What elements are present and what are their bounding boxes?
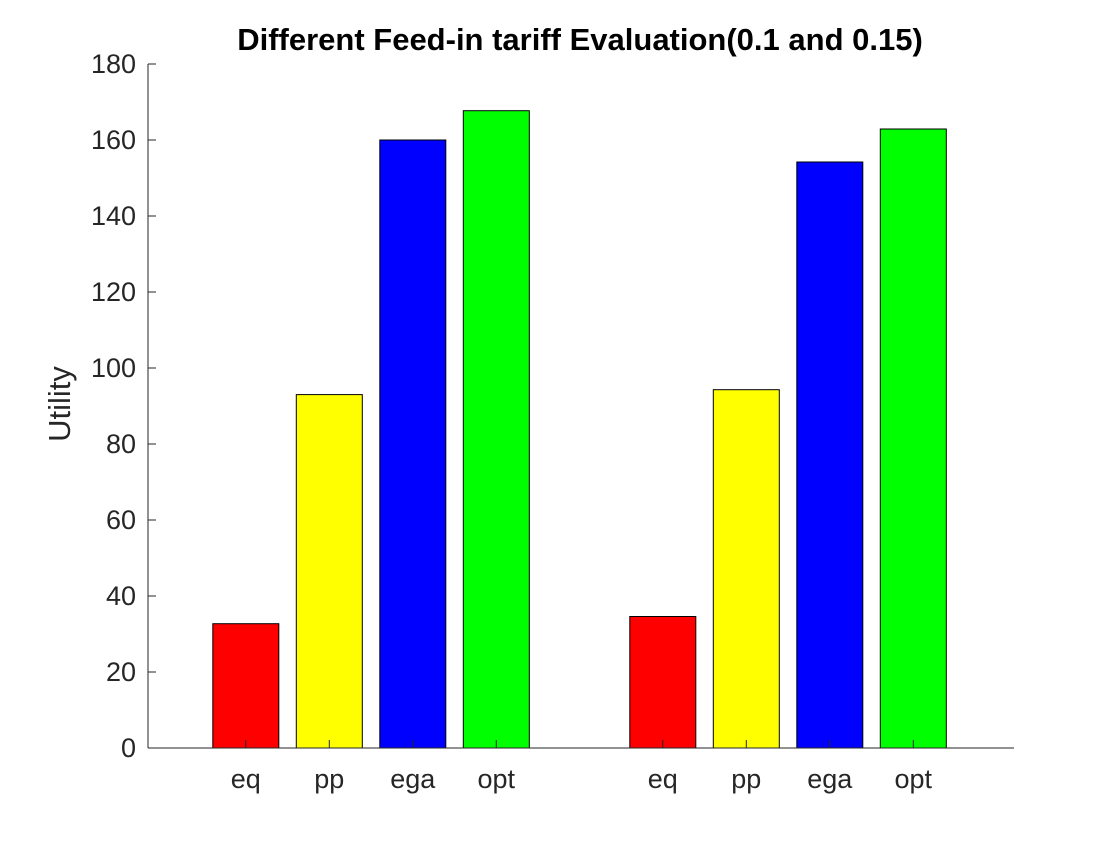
x-tick-label-opt-group-1: opt	[478, 764, 516, 794]
x-tick-label-ega-group-1: ega	[390, 764, 436, 794]
x-tick-label-eq-group-1: eq	[231, 764, 261, 794]
y-ticks-layer: 0 20 40 60 80 100 120 140 160 180	[91, 49, 136, 763]
x-tick-label-pp-group-2: pp	[731, 764, 761, 794]
x-tick-label-opt-group-2: opt	[895, 764, 933, 794]
axes-layer	[147, 63, 1014, 749]
y-tick-label-120: 120	[91, 277, 136, 307]
y-tick-label-160: 160	[91, 125, 136, 155]
x-ticks-layer: eq pp ega opt eq pp ega opt	[231, 764, 933, 794]
y-axis-label: Utility	[42, 366, 77, 442]
x-tick-label-eq-group-2: eq	[648, 764, 678, 794]
chart-title: Different Feed-in tariff Evaluation(0.1 …	[237, 22, 923, 57]
y-tick-label-140: 140	[91, 201, 136, 231]
bar-eq-group-1	[212, 623, 280, 749]
bar-ega-group-2	[796, 161, 864, 749]
bar-opt-group-2	[879, 128, 947, 749]
bar-opt-group-1	[462, 110, 530, 749]
y-tick-label-80: 80	[106, 429, 136, 459]
y-tick-label-100: 100	[91, 353, 136, 383]
y-tick-label-40: 40	[106, 581, 136, 611]
x-tick-label-pp-group-1: pp	[314, 764, 344, 794]
y-tick-label-60: 60	[106, 505, 136, 535]
bars-layer	[212, 110, 947, 749]
y-tick-label-20: 20	[106, 657, 136, 687]
x-tick-label-ega-group-2: ega	[807, 764, 853, 794]
bar-pp-group-2	[712, 389, 780, 749]
y-tick-label-0: 0	[121, 733, 136, 763]
bar-ega-group-1	[379, 139, 447, 749]
bar-eq-group-2	[629, 616, 697, 749]
y-tick-label-180: 180	[91, 49, 136, 79]
bar-pp-group-1	[295, 394, 363, 749]
